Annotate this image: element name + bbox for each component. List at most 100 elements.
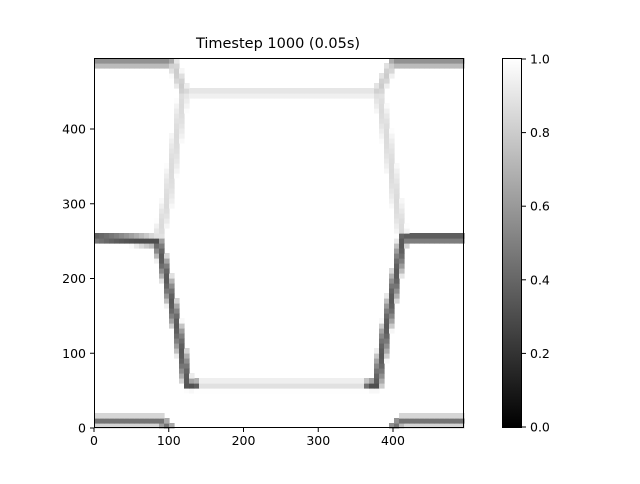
heatmap-cell [94, 63, 100, 69]
heatmap-cell [404, 413, 410, 419]
heatmap-cell [174, 128, 180, 134]
x-tick-label: 200 [232, 433, 256, 448]
heatmap-cell [159, 418, 165, 424]
heatmap-cell [364, 88, 370, 94]
heatmap-cell [389, 283, 395, 289]
heatmap-cell [379, 368, 385, 374]
heatmap-cell [404, 228, 410, 234]
heatmap-cell [429, 238, 435, 244]
heatmap-cell [454, 413, 460, 419]
heatmap-cell [379, 98, 385, 104]
heatmap-cell [409, 418, 415, 424]
heatmap-cell [239, 93, 245, 99]
heatmap-cell [389, 328, 395, 334]
heatmap-cell [174, 113, 180, 119]
heatmap-cell [384, 73, 390, 79]
heatmap-cell [404, 238, 410, 244]
heatmap-cell [374, 368, 380, 374]
heatmap-cell [394, 163, 400, 169]
heatmap-cell [344, 378, 350, 384]
heatmap-cell [119, 413, 125, 419]
heatmap-cell [169, 188, 175, 194]
heatmap-cell [424, 423, 430, 429]
heatmap-cell [259, 388, 265, 394]
heatmap-cell [449, 423, 455, 429]
heatmap-cell [184, 373, 190, 379]
heatmap-cell [159, 268, 165, 274]
y-tick-label: 300 [62, 196, 86, 211]
heatmap-cell [394, 208, 400, 214]
heatmap-cell [389, 318, 395, 324]
heatmap-cell [384, 123, 390, 129]
heatmap-cell [379, 103, 385, 109]
heatmap-cell [164, 288, 170, 294]
heatmap-cell [169, 183, 175, 189]
heatmap-cell [284, 383, 290, 389]
heatmap-cell [129, 423, 135, 429]
heatmap-cell [459, 58, 465, 64]
heatmap-cell [459, 63, 465, 69]
heatmap-cell [149, 418, 155, 424]
heatmap-cell [434, 63, 440, 69]
heatmap-cell [229, 378, 235, 384]
heatmap-cell [154, 63, 160, 69]
heatmap-cell [314, 388, 320, 394]
heatmap-cell [159, 203, 165, 209]
heatmap-cell [244, 378, 250, 384]
x-tick-label: 300 [306, 433, 330, 448]
heatmap-cell [174, 73, 180, 79]
heatmap-cell [174, 158, 180, 164]
heatmap-cell [394, 423, 400, 429]
heatmap-cell [269, 388, 275, 394]
heatmap-cell [239, 88, 245, 94]
heatmap-cell [369, 378, 375, 384]
heatmap-cell [174, 118, 180, 124]
heatmap-cell [94, 238, 100, 244]
heatmap-cell [169, 163, 175, 169]
heatmap-cell [389, 268, 395, 274]
heatmap-cell [374, 348, 380, 354]
heatmap-cell [174, 68, 180, 74]
heatmap-cell [389, 308, 395, 314]
heatmap-cell [194, 378, 200, 384]
x-tick-label: 100 [157, 433, 181, 448]
heatmap-cell [304, 383, 310, 389]
heatmap-cell [94, 58, 100, 64]
heatmap-cell [159, 213, 165, 219]
heatmap-cell [399, 243, 405, 249]
heatmap-cell [154, 248, 160, 254]
heatmap-cell [129, 63, 135, 69]
heatmap-cell [394, 193, 400, 199]
heatmap-cell [454, 58, 460, 64]
heatmap-cell [309, 383, 315, 389]
heatmap-cell [419, 413, 425, 419]
y-tick-label: 0 [78, 421, 86, 436]
heatmap-cell [384, 168, 390, 174]
heatmap-cell [304, 88, 310, 94]
heatmap-cell [424, 413, 430, 419]
heatmap-cell [294, 93, 300, 99]
heatmap-cell [109, 233, 115, 239]
heatmap-cell [194, 388, 200, 394]
heatmap-cell [164, 208, 170, 214]
heatmap-cell [164, 263, 170, 269]
heatmap-cell [159, 253, 165, 259]
heatmap-cell [159, 263, 165, 269]
heatmap-cell [259, 93, 265, 99]
heatmap-cell [129, 243, 135, 249]
heatmap-cell [164, 218, 170, 224]
heatmap-cell [309, 88, 315, 94]
heatmap-cell [339, 383, 345, 389]
heatmap-cell [459, 233, 465, 239]
heatmap-cell [154, 228, 160, 234]
heatmap-cell [304, 388, 310, 394]
heatmap-cell [394, 248, 400, 254]
heatmap-cell [169, 193, 175, 199]
heatmap-cell [174, 298, 180, 304]
heatmap-cell [384, 148, 390, 154]
heatmap-cell [389, 313, 395, 319]
heatmap-cell [389, 293, 395, 299]
heatmap-cell [204, 93, 210, 99]
heatmap-cell [344, 88, 350, 94]
